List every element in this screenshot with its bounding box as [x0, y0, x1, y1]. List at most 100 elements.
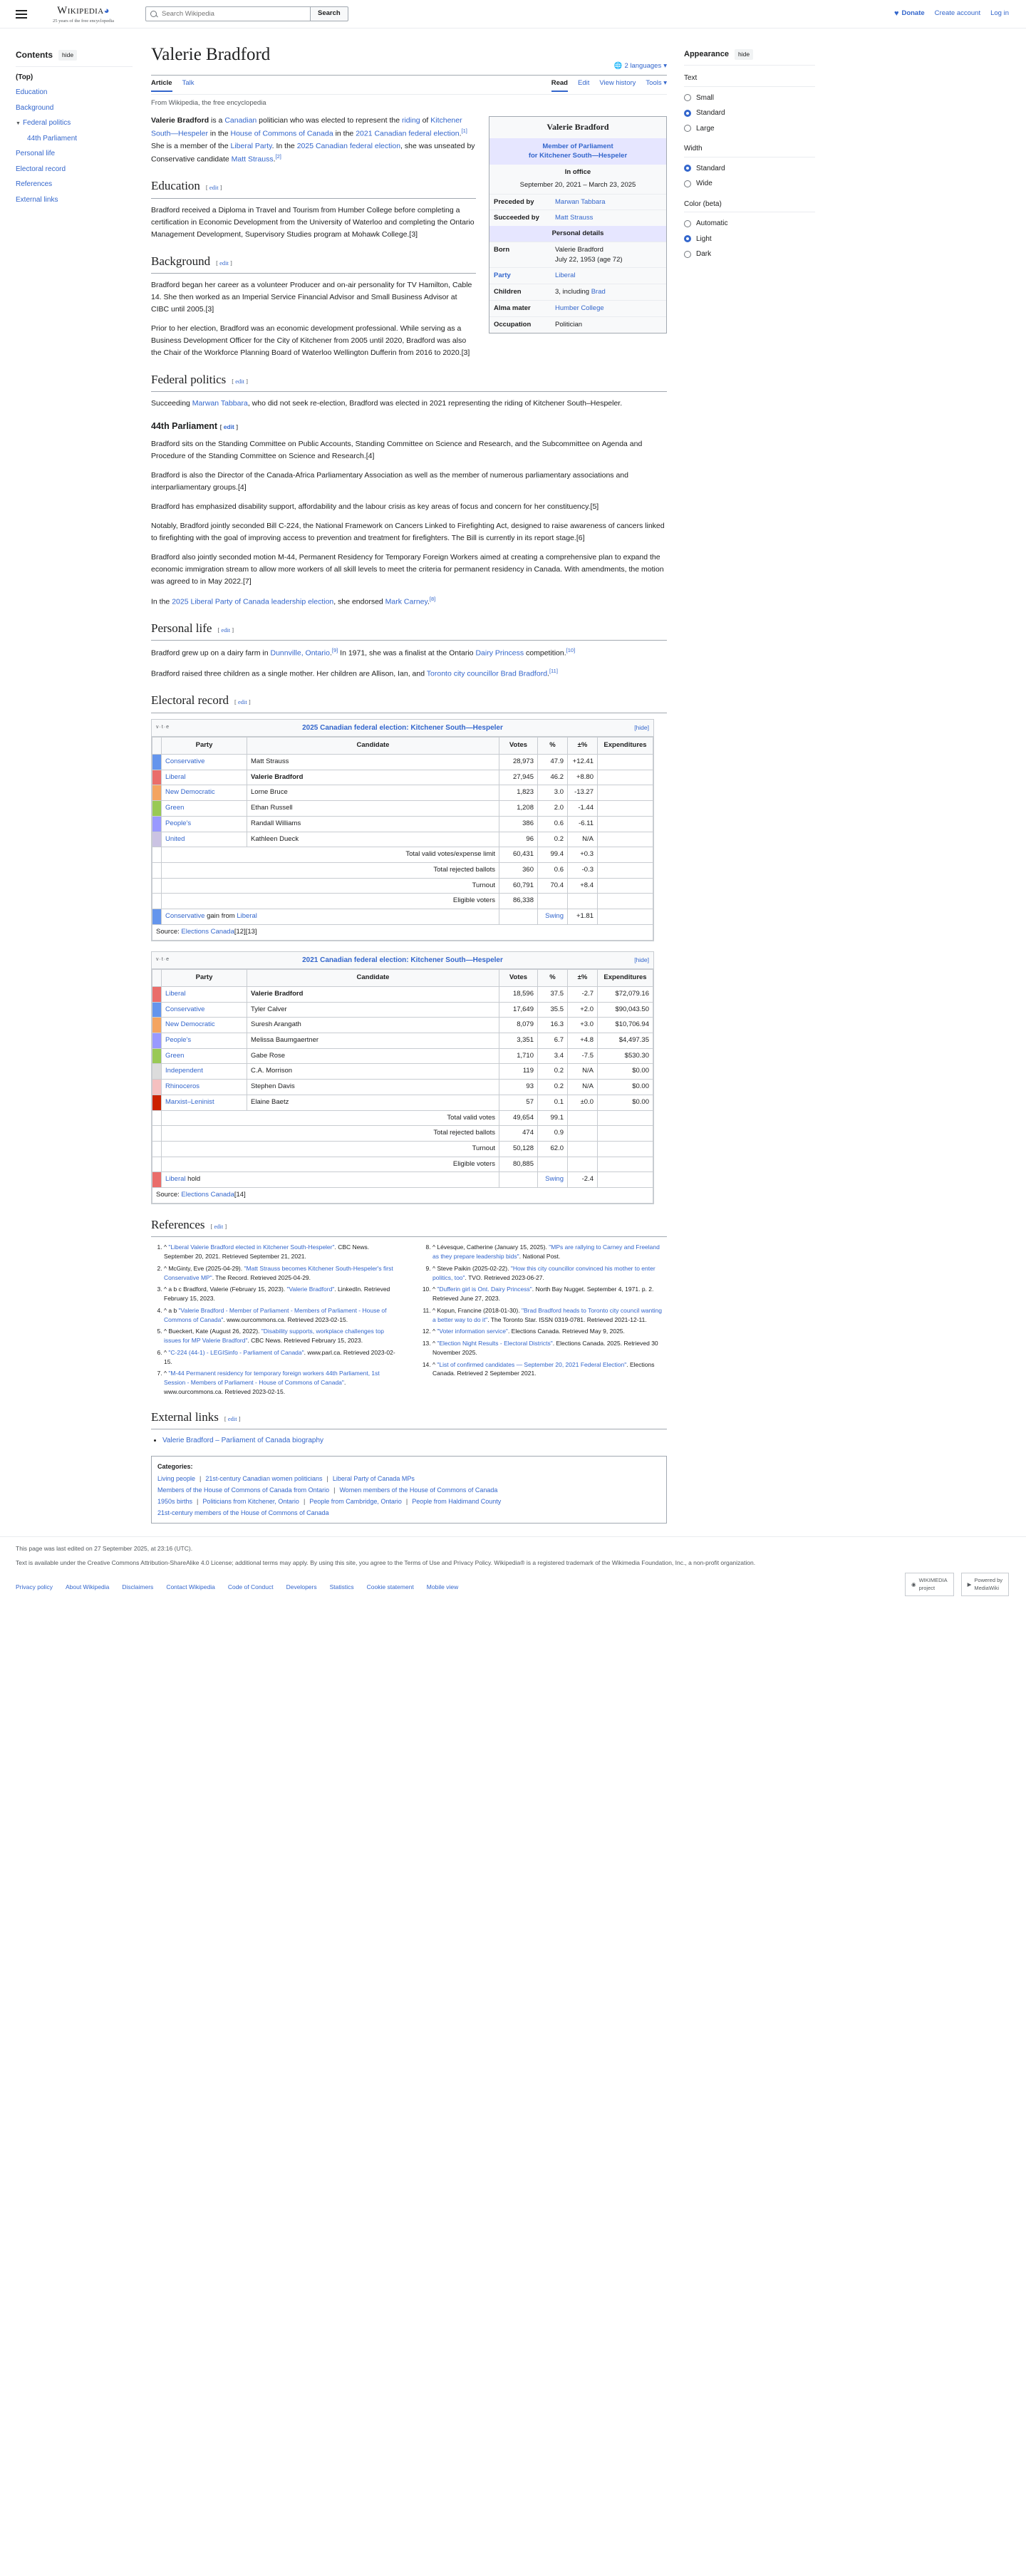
language-selector[interactable]: 🌐 2 languages ▾	[614, 61, 667, 72]
cell-party[interactable]: Green	[161, 1048, 247, 1065]
mediawiki-badge[interactable]: ▶ Powered by MediaWiki	[960, 1572, 1009, 1597]
election-table-title[interactable]: 2025 Canadian federal election: Kitchene…	[302, 723, 503, 732]
toc-item-federal-politics[interactable]: ▼ Federal politics	[16, 115, 133, 131]
link-2025-election[interactable]: 2025 Canadian federal election	[296, 141, 401, 150]
appearance-option-automatic[interactable]: Automatic	[684, 216, 815, 232]
tab-edit[interactable]: Edit	[577, 78, 590, 87]
link-dunnville[interactable]: Dunnville, Ontario	[270, 648, 330, 658]
donate-link[interactable]: ♥ Donate	[894, 8, 925, 20]
edit-link-references[interactable]: [ edit ]	[210, 1222, 227, 1230]
toc-item-personal-life[interactable]: Personal life	[16, 146, 133, 162]
category-link[interactable]: Living people	[157, 1474, 196, 1482]
create-account-link[interactable]: Create account	[934, 9, 981, 18]
wikipedia-logo[interactable]: Wikipedia◕ 25 years of the free encyclop…	[37, 3, 130, 25]
toc-item-label[interactable]: Education	[16, 88, 48, 97]
toc-item-references[interactable]: References	[16, 177, 133, 192]
toc-item-label[interactable]: 44th Parliament	[27, 134, 78, 143]
ref-11[interactable]: [11]	[549, 667, 558, 674]
link-house-of-commons[interactable]: House of Commons of Canada	[230, 129, 333, 138]
edit-link-44th[interactable]: [ edit ]	[219, 423, 239, 431]
edit-link-education[interactable]: [ edit ]	[205, 184, 222, 192]
toc-item-background[interactable]: Background	[16, 100, 133, 116]
edit-link-external[interactable]: [ edit ]	[224, 1414, 241, 1422]
appearance-option-small[interactable]: Small	[684, 90, 815, 106]
appearance-option-wide[interactable]: Wide	[684, 176, 815, 192]
toc-item-label[interactable]: Personal life	[16, 150, 56, 158]
ref-1[interactable]: [1]	[461, 128, 467, 135]
ref-10[interactable]: [10]	[566, 647, 576, 654]
link-liberal-party[interactable]: Liberal Party	[230, 141, 272, 150]
infobox-row-label[interactable]: Party	[494, 271, 511, 280]
cell-party[interactable]: United	[161, 831, 247, 848]
edit-link-personal[interactable]: [ edit ]	[217, 626, 234, 634]
search-button[interactable]: Search	[311, 6, 348, 21]
toc-item-44th-parliament[interactable]: 44th Parliament	[16, 131, 133, 147]
appearance-option-standard[interactable]: Standard	[684, 161, 815, 177]
appearance-option-dark[interactable]: Dark	[684, 247, 815, 262]
main-menu-icon[interactable]	[16, 8, 27, 21]
toc-item-education[interactable]: Education	[16, 85, 133, 100]
radio-button[interactable]	[684, 125, 691, 133]
link-2021-election[interactable]: 2021 Canadian federal election	[356, 129, 460, 138]
category-link[interactable]: Liberal Party of Canada MPs	[332, 1474, 415, 1482]
link-2025-leadership[interactable]: 2025 Liberal Party of Canada leadership …	[172, 597, 334, 606]
radio-button[interactable]	[684, 109, 691, 117]
footer-link[interactable]: Developers	[286, 1583, 317, 1590]
wikimedia-badge[interactable]: ◉ WIKIMEDIA project	[905, 1572, 954, 1597]
tab-read[interactable]: Read	[551, 78, 568, 93]
cell-party[interactable]: People's	[161, 1033, 247, 1049]
toc-item-external-links[interactable]: External links	[16, 192, 133, 208]
link-kitchener-south-hespeler[interactable]: Kitchener South—Hespeler	[151, 116, 462, 138]
edit-link-electoral[interactable]: [ edit ]	[234, 698, 251, 706]
category-link[interactable]: 21st-century members of the House of Com…	[157, 1509, 329, 1517]
infobox-row-value[interactable]: Marwan Tabbara	[555, 197, 606, 206]
link-marwan-tabbara[interactable]: Marwan Tabbara	[192, 399, 248, 408]
infobox-office-line1[interactable]: Member of Parliament	[542, 142, 613, 150]
toc-item-label[interactable]: External links	[16, 195, 58, 204]
cell-party[interactable]: Rhinoceros	[161, 1079, 247, 1095]
vte-links[interactable]: v·t·e	[156, 956, 170, 962]
tab-tools[interactable]: Tools ▾	[646, 78, 667, 87]
vte-links[interactable]: v·t·e	[156, 725, 170, 730]
infobox-row-value[interactable]: Matt Strauss	[555, 214, 594, 222]
ref-2[interactable]: [2]	[275, 152, 281, 160]
cell-party[interactable]: Marxist–Leninist	[161, 1094, 247, 1111]
link-mark-carney[interactable]: Mark Carney	[385, 597, 428, 606]
radio-button[interactable]	[684, 180, 691, 187]
table-hide-link[interactable]: [hide]	[634, 723, 649, 731]
category-link[interactable]: 1950s births	[157, 1497, 193, 1505]
appearance-option-light[interactable]: Light	[684, 232, 815, 247]
cell-party[interactable]: Green	[161, 800, 247, 817]
category-link[interactable]: People from Cambridge, Ontario	[309, 1497, 402, 1505]
tab-view-history[interactable]: View history	[599, 78, 636, 87]
edit-link-background[interactable]: [ edit ]	[216, 259, 232, 267]
radio-button[interactable]	[684, 165, 691, 172]
search-box[interactable]: Search	[145, 6, 348, 21]
toc-item-electoral-record[interactable]: Electoral record	[16, 162, 133, 177]
footer-link[interactable]: Statistics	[329, 1583, 354, 1590]
ref-8[interactable]: [8]	[429, 595, 436, 602]
chevron-down-icon[interactable]: ▼	[16, 121, 21, 127]
footer-link[interactable]: Code of Conduct	[227, 1583, 274, 1590]
search-input[interactable]	[160, 9, 306, 19]
appearance-option-standard[interactable]: Standard	[684, 105, 815, 121]
footer-link[interactable]: About Wikipedia	[65, 1583, 110, 1590]
footer-link[interactable]: Privacy policy	[16, 1583, 53, 1590]
link-riding[interactable]: riding	[401, 116, 420, 125]
footer-link[interactable]: Disclaimers	[122, 1583, 154, 1590]
link-matt-strauss[interactable]: Matt Strauss	[231, 155, 274, 164]
appearance-hide-button[interactable]: hide	[734, 48, 754, 61]
radio-button[interactable]	[684, 219, 691, 227]
appearance-option-large[interactable]: Large	[684, 121, 815, 137]
cell-party[interactable]: People's	[161, 815, 247, 832]
toc-item-label[interactable]: Electoral record	[16, 165, 66, 173]
cell-party[interactable]: New Democratic	[161, 1017, 247, 1033]
link-dairy-princess[interactable]: Dairy Princess	[475, 648, 524, 658]
cell-party[interactable]: Liberal	[161, 769, 247, 786]
election-table-title[interactable]: 2021 Canadian federal election: Kitchene…	[302, 956, 503, 964]
edit-link-federal[interactable]: [ edit ]	[232, 377, 248, 385]
tab-talk[interactable]: Talk	[182, 78, 195, 87]
cell-party[interactable]: New Democratic	[161, 785, 247, 802]
footer-link[interactable]: Cookie statement	[366, 1583, 414, 1590]
infobox-row-value[interactable]: Humber College	[555, 304, 604, 312]
